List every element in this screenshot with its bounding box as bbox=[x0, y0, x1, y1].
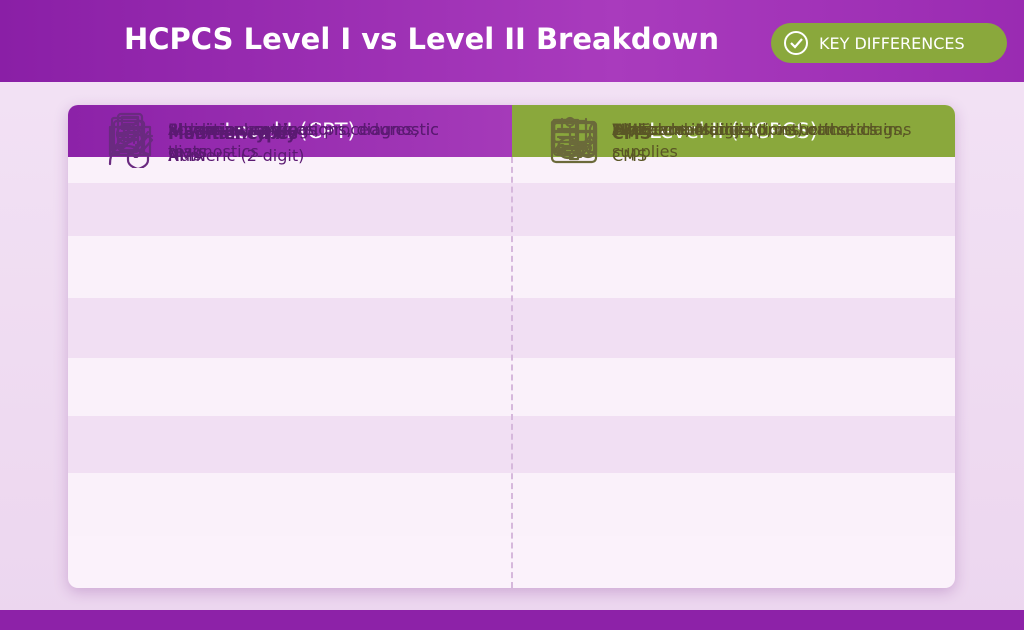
footer-band bbox=[0, 610, 1024, 630]
cell-value: 5-digit numeric bbox=[168, 120, 291, 139]
comparison-table: Level I (CPT) Level II (HCPCS) Maintaine… bbox=[68, 105, 955, 588]
cell-value: Wheelchairs, injections, orthotics bbox=[612, 120, 878, 139]
cell-value: 1 letter + 4 digits bbox=[612, 120, 754, 139]
cell-heading: CMS bbox=[612, 124, 652, 143]
cell-text: Alphanumeric bbox=[612, 119, 922, 141]
cell-text: Maintained by AMA bbox=[168, 123, 478, 167]
cell-value: All clinical settings bbox=[168, 120, 318, 139]
row-icon bbox=[110, 116, 154, 158]
cell-value: DME, ambulance, prosthetics, drugs, supp… bbox=[612, 120, 907, 161]
page-title: HCPCS Level I vs Level II Breakdown bbox=[124, 22, 719, 56]
cell-value: Wheelchairs, injections, orthotics bbox=[612, 120, 878, 139]
cell-text: CMS CMS bbox=[612, 123, 922, 167]
cell-text: All clinical settings bbox=[168, 119, 478, 141]
cell-value: Medicare, Medicaid, insurance claims bbox=[612, 120, 912, 139]
cell-value: AMA bbox=[168, 146, 204, 165]
cell-text: Medicare, Medicaid, insurance claims bbox=[612, 119, 922, 141]
badge: KEY DIFFERENCES bbox=[771, 23, 1007, 63]
cell-text: 5-digit numeric bbox=[168, 119, 478, 141]
row-icon bbox=[112, 119, 146, 156]
cell-heading: Modifier types bbox=[168, 124, 298, 143]
cell-heading: Maintained by bbox=[168, 124, 297, 143]
cell-value: CMS bbox=[612, 146, 648, 165]
row-icon bbox=[552, 117, 596, 156]
cell-text: 1 letter + 4 digits bbox=[612, 119, 922, 141]
cell-value: Physician services, procedures, diagnost… bbox=[168, 120, 419, 161]
divider bbox=[511, 157, 513, 588]
cell-text: Wheelchairs, injections, orthotics bbox=[612, 119, 922, 141]
cell-text: Modifier types Numeric (2-digit) bbox=[168, 123, 478, 167]
cell-value: Alphanumeric bbox=[612, 120, 724, 139]
cell-text: DME, ambulance, prosthetics, drugs, supp… bbox=[612, 119, 922, 163]
cell-value: Numeric (2-digit) bbox=[168, 146, 305, 165]
cell-text: Physician services, procedures, diagnost… bbox=[168, 119, 478, 163]
cell-value: Surgeries, evaluations, diagnostic tests bbox=[168, 120, 439, 161]
cell-text: Surgeries, evaluations, diagnostic tests bbox=[168, 119, 478, 163]
table-row: 5-digit numeric 1 letter + 4 digits bbox=[68, 112, 955, 236]
cell-text: Surgeries, evaluations, diagnostic tests bbox=[168, 119, 478, 163]
cell-value: Surgeries, evaluations, diagnostic tests bbox=[168, 120, 439, 161]
cell-text: Wheelchairs, injections, orthotics bbox=[612, 119, 922, 141]
check-icon bbox=[784, 31, 808, 55]
badge-label: KEY DIFFERENCES bbox=[819, 33, 965, 53]
